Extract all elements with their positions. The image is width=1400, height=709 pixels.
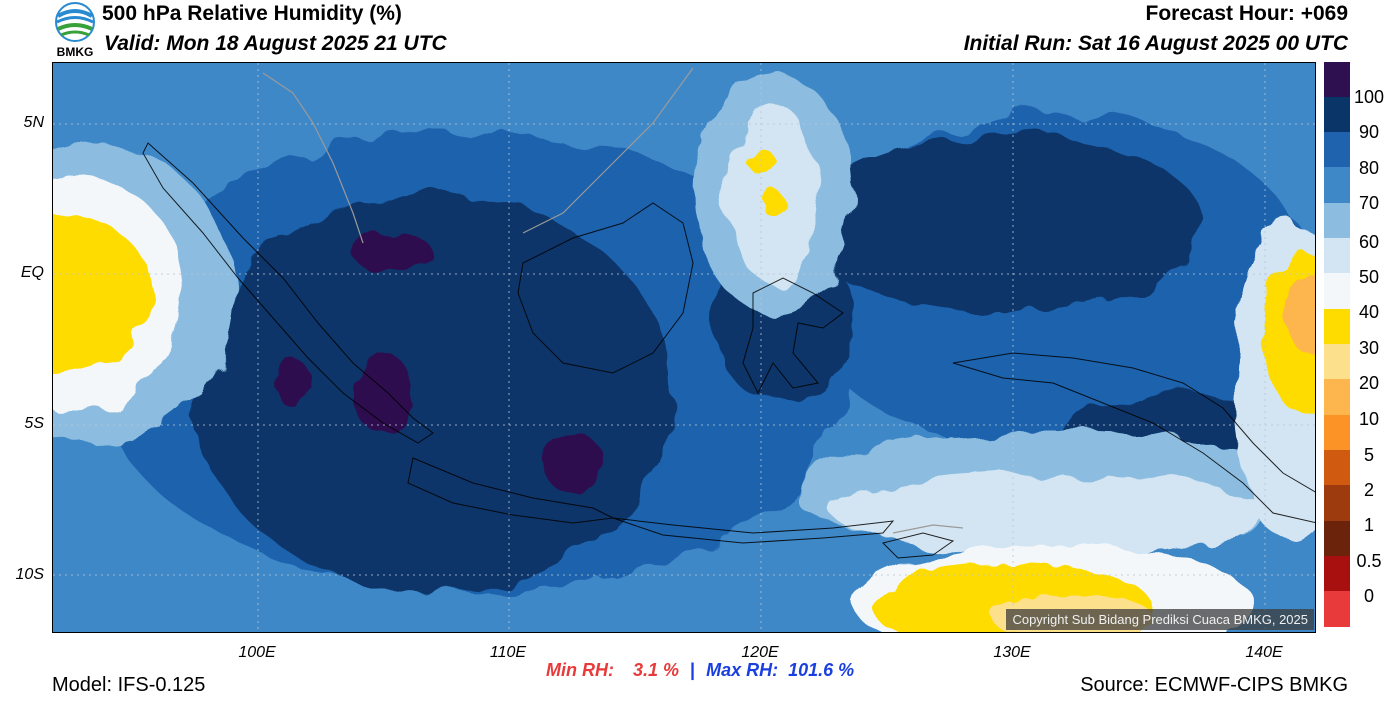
logo-text: BMKG	[56, 45, 94, 59]
colorbar-label: 100	[1353, 87, 1385, 107]
max-rh-label: Max RH:	[706, 660, 779, 680]
colorbar-swatch	[1324, 556, 1350, 591]
colorbar-label: 80	[1358, 158, 1380, 178]
forecast-hour: Forecast Hour: +069	[1145, 2, 1349, 25]
colorbar-swatch	[1324, 203, 1350, 238]
colorbar-swatch	[1324, 450, 1350, 485]
rh-separator: |	[690, 660, 696, 680]
colorbar-swatch	[1324, 415, 1350, 450]
colorbar-label: 2	[1363, 480, 1374, 500]
min-rh-label: Min RH:	[546, 660, 614, 680]
colorbar-swatch	[1324, 238, 1350, 273]
lon-label-120e: 120E	[741, 644, 779, 661]
lon-label-100e: 100E	[238, 644, 276, 661]
colorbar-label: 50	[1358, 267, 1380, 287]
colorbar-label: 0	[1363, 586, 1374, 606]
colorbar-swatch	[1324, 273, 1350, 309]
colorbar-label: 5	[1363, 445, 1374, 465]
data-source: Source: ECMWF-CIPS BMKG	[1080, 674, 1348, 696]
colorbar-label: 40	[1358, 302, 1380, 322]
humidity-field	[53, 63, 1315, 632]
lon-label-140e: 140E	[1245, 644, 1283, 661]
copyright-notice: Copyright Sub Bidang Prediksi Cuaca BMKG…	[1006, 609, 1314, 630]
colorbar-label: 0.5	[1356, 551, 1382, 571]
valid-time: Valid: Mon 18 August 2025 21 UTC	[104, 32, 447, 55]
colorbar-swatch	[1324, 62, 1350, 97]
colorbar-label: 1	[1363, 515, 1374, 535]
bmkg-logo-icon	[55, 2, 95, 42]
colorbar-label: 60	[1358, 232, 1380, 252]
lon-label-130e: 130E	[993, 644, 1031, 661]
lat-label-10s: 10S	[15, 566, 44, 583]
lat-label-eq: EQ	[20, 264, 44, 281]
colorbar-label: 10	[1358, 409, 1380, 429]
colorbar-label: 90	[1358, 122, 1380, 142]
colorbar-swatch	[1324, 591, 1350, 627]
lat-label-5n: 5N	[23, 114, 44, 131]
chart-title: 500 hPa Relative Humidity (%)	[102, 2, 402, 25]
colorbar-label: 70	[1358, 193, 1380, 213]
lon-label-110e: 110E	[489, 644, 527, 661]
lat-label-5s: 5S	[24, 415, 44, 432]
colorbar-swatch	[1324, 132, 1350, 167]
colorbar-swatch	[1324, 97, 1350, 132]
colorbar-swatch	[1324, 521, 1350, 556]
humidity-map	[52, 62, 1316, 633]
colorbar-label: 20	[1358, 373, 1380, 393]
colorbar-swatch	[1324, 379, 1350, 415]
colorbar-swatch	[1324, 485, 1350, 521]
colorbar-label: 30	[1358, 338, 1380, 358]
rh-stats: Min RH: 3.1 % | Max RH: 101.6 %	[546, 660, 854, 681]
bmkg-logo: BMKG	[52, 2, 98, 59]
colorbar-swatch	[1324, 167, 1350, 203]
model-name: Model: IFS-0.125	[52, 674, 206, 696]
initial-run: Initial Run: Sat 16 August 2025 00 UTC	[963, 32, 1348, 55]
colorbar-swatch	[1324, 309, 1350, 344]
colorbar	[1324, 62, 1350, 627]
max-rh-value: 101.6 %	[788, 660, 855, 680]
min-rh-value: 3.1 %	[633, 660, 680, 680]
colorbar-swatch	[1324, 344, 1350, 379]
